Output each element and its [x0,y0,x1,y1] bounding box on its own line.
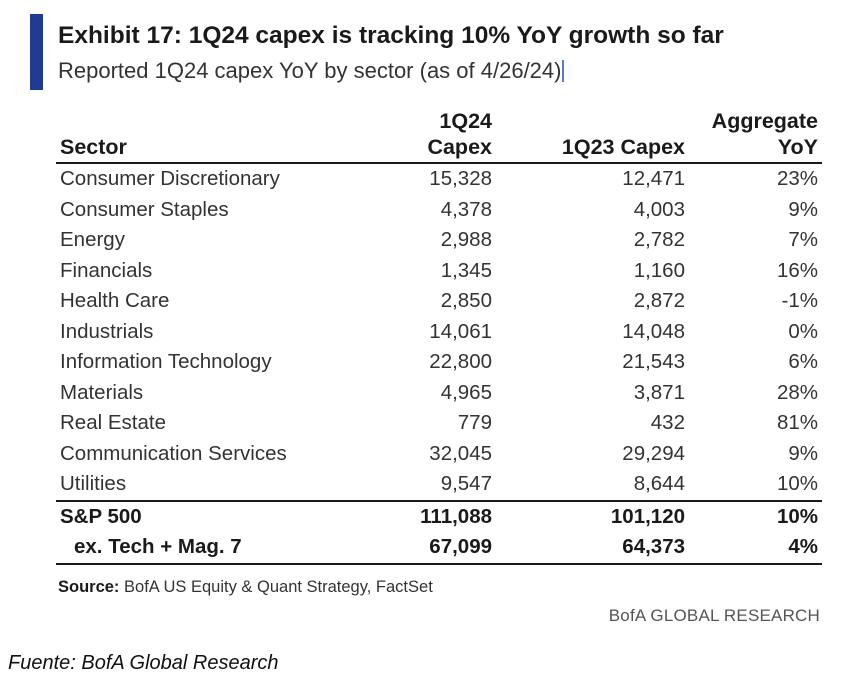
table-row: Health Care 2,850 2,872 -1% [56,286,822,317]
header-row: Sector 1Q24 Capex 1Q23 Capex Aggregate Yo… [56,108,822,163]
total-capex-1q23: 101,120 [610,504,685,528]
yoy-growth: -1% [781,289,818,312]
sector-name: Real Estate [60,411,166,434]
header-sector: Sector [60,135,127,159]
header-aggregate-yoy: Aggregate YoY [689,108,822,163]
capex-table: Sector 1Q24 Capex 1Q23 Capex Aggregate Yo… [56,108,822,565]
yoy-growth: 6% [788,350,818,373]
yoy-growth: 9% [788,197,818,221]
exhibit-title: Exhibit 17: 1Q24 capex is tracking 10% Y… [58,22,724,49]
header-1q24-capex: 1Q24 Capex [427,109,492,159]
capex-1q23: 4,003 [633,197,685,221]
source-text: BofA US Equity & Quant Strategy, FactSet [119,578,433,596]
exhibit-subtitle: Reported 1Q24 capex YoY by sector (as of… [58,58,565,84]
header-yoy-label: YoY [777,135,818,159]
sector-name: Financials [60,258,153,282]
text-cursor [562,60,565,82]
subtotal-yoy-growth: 4% [788,535,818,558]
capex-1q23: 12,471 [622,167,685,190]
sector-name: Information Technology [60,350,272,373]
sector-name: Communication Services [60,441,287,465]
total-label: S&P 500 [60,504,142,528]
table-row: Consumer Discretionary 15,328 12,471 23% [56,163,822,195]
footer-caption: Fuente: BofA Global Research [8,652,279,674]
table-row: Financials 1,345 1,160 16% [56,256,822,287]
yoy-growth: 10% [776,472,818,495]
capex-1q24: 15,328 [429,167,492,190]
yoy-growth: 7% [788,228,818,251]
capex-1q23: 21,543 [622,350,685,373]
sector-name: Industrials [60,319,154,343]
sector-name: Consumer Staples [60,197,229,221]
capex-1q24: 22,800 [429,350,492,373]
capex-1q23: 14,048 [622,319,685,343]
exhibit-subtitle-text: Reported 1Q24 capex YoY by sector (as of… [58,58,562,83]
capex-1q23: 2,782 [633,228,685,251]
table-row: Materials 4,965 3,871 28% [56,378,822,409]
sector-name: Energy [60,228,125,251]
capex-1q24: 2,850 [440,289,492,312]
header-1q23-capex: 1Q23 Capex [561,135,685,159]
subtotal-row-ex-tech: ex. Tech + Mag. 7 67,099 64,373 4% [56,532,822,564]
capex-1q23: 432 [650,411,685,434]
sector-name: Health Care [60,289,170,312]
table-row: Utilities 9,547 8,644 10% [56,469,822,501]
capex-1q24: 9,547 [440,472,492,495]
capex-1q24: 4,965 [440,380,492,404]
yoy-growth: 81% [776,411,818,434]
capex-table-header: Sector 1Q24 Capex 1Q23 Capex Aggregate Yo… [56,108,822,163]
subtotal-capex-1q23: 64,373 [622,535,685,558]
source-note: Source: BofA US Equity & Quant Strategy,… [58,578,433,597]
total-row-sp500: S&P 500 111,088 101,120 10% [56,500,822,533]
sector-name: Materials [60,380,144,404]
yoy-growth: 23% [776,167,818,190]
exhibit-accent-bar [30,14,43,90]
total-capex-1q24: 111,088 [420,504,492,528]
capex-table-body: Consumer Discretionary 15,328 12,471 23%… [56,163,822,564]
capex-1q24: 779 [457,411,492,434]
total-yoy-growth: 10% [776,504,818,528]
capex-1q24: 32,045 [429,441,492,465]
sector-name: Utilities [60,472,127,495]
capex-1q24: 4,378 [440,197,492,221]
yoy-growth: 0% [788,319,818,343]
capex-1q23: 8,644 [633,472,685,495]
table-row: Consumer Staples 4,378 4,003 9% [56,195,822,226]
sector-name: Consumer Discretionary [60,167,280,190]
brand-watermark: BofA GLOBAL RESEARCH [608,606,820,625]
table-row: Communication Services 32,045 29,294 9% [56,439,822,470]
subtotal-capex-1q24: 67,099 [429,535,492,558]
yoy-growth: 16% [776,258,818,282]
table-row: Energy 2,988 2,782 7% [56,225,822,256]
capex-1q24: 1,345 [440,258,492,282]
capex-1q24: 14,061 [429,319,492,343]
yoy-growth: 28% [776,380,818,404]
source-label: Source: [58,578,120,596]
capex-1q24: 2,988 [440,228,492,251]
table-row: Real Estate 779 432 81% [56,408,822,439]
capex-1q23: 1,160 [633,258,685,282]
capex-1q23: 3,871 [633,380,685,404]
table-row: Information Technology 22,800 21,543 6% [56,347,822,378]
capex-1q23: 2,872 [633,289,685,312]
subtotal-label: ex. Tech + Mag. 7 [74,535,242,558]
yoy-growth: 9% [788,441,818,465]
header-aggregate-label: Aggregate [711,109,818,133]
capex-1q23: 29,294 [622,441,685,465]
table-row: Industrials 14,061 14,048 0% [56,317,822,348]
